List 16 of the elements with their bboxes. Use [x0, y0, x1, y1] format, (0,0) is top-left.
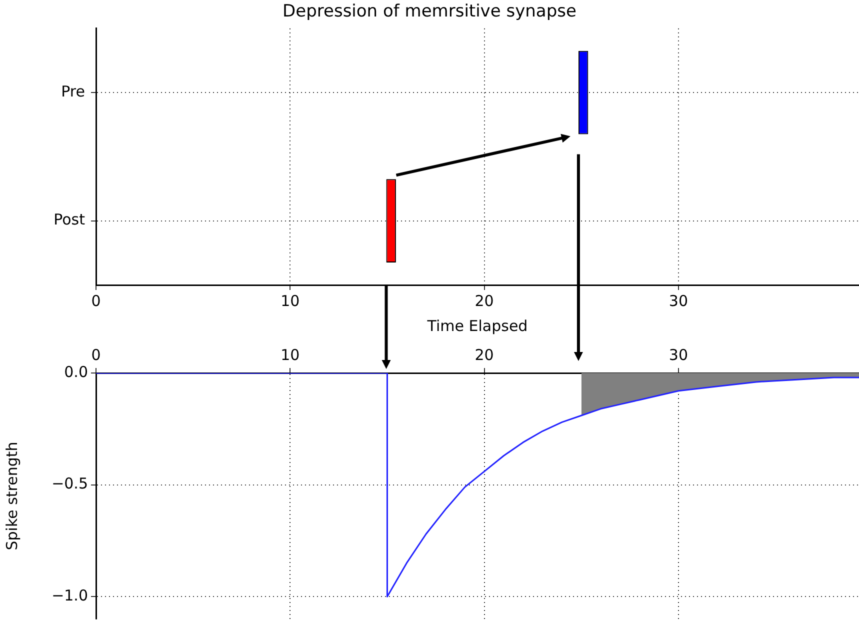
- y-tick-label: −1.0: [52, 586, 88, 605]
- x-tick-label: 30: [668, 346, 688, 364]
- y-axis-title: Spike strength: [2, 442, 21, 550]
- x-axis-title: Time Elapsed: [426, 316, 528, 335]
- chart-title: Depression of memrsitive synapse: [282, 2, 576, 22]
- y-tick-label: Post: [54, 210, 86, 229]
- y-tick-label: 0.0: [64, 362, 88, 381]
- x-tick-label: 0: [91, 292, 101, 310]
- x-tick-label: 10: [280, 346, 300, 364]
- y-tick-label: −0.5: [52, 474, 88, 493]
- x-tick-label: 20: [474, 346, 494, 364]
- x-tick-label: 20: [474, 292, 494, 310]
- x-tick-label: 10: [280, 292, 300, 310]
- y-tick-label: Pre: [61, 82, 85, 100]
- x-tick-label: 0: [91, 346, 101, 364]
- x-tick-label: 30: [668, 292, 688, 310]
